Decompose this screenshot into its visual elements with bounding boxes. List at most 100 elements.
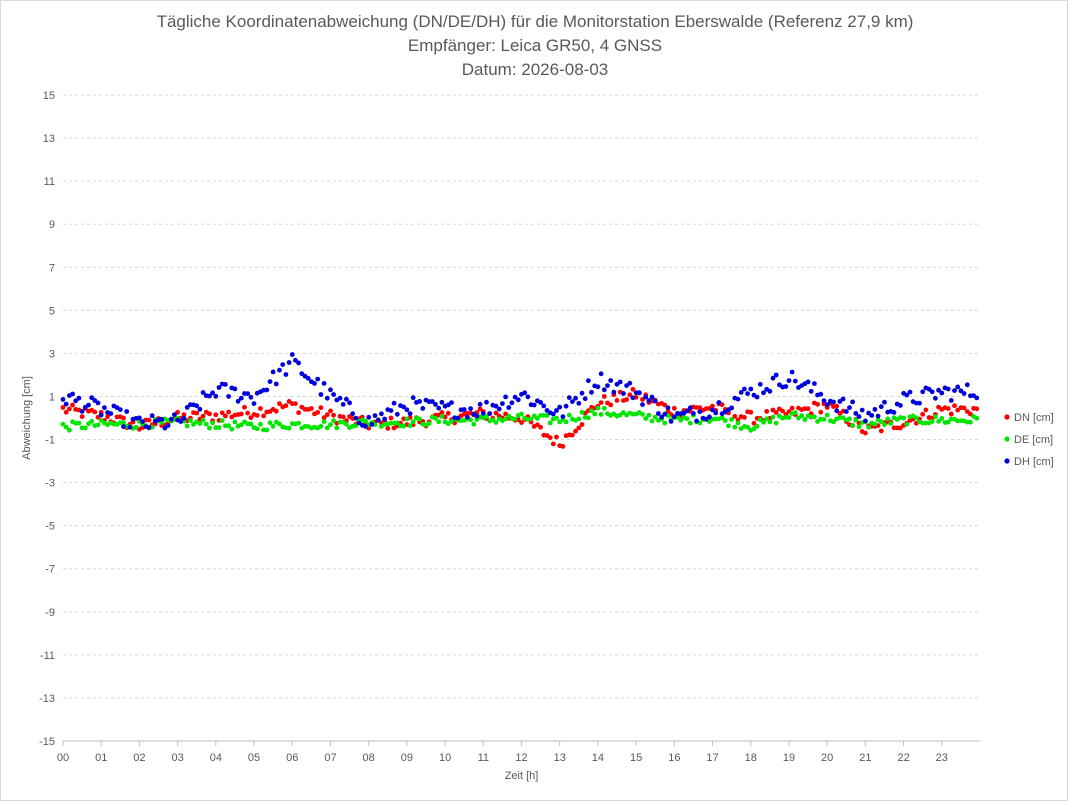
data-point [70,391,75,397]
data-point [267,379,273,384]
data-point [321,419,327,424]
data-point [286,360,292,365]
data-point [207,425,212,431]
data-point [929,389,935,395]
data-point [493,420,499,425]
data-point [643,416,649,421]
data-point [461,407,467,412]
data-point [289,352,295,357]
data-point [223,382,228,387]
legend: DN [cm] DE [cm] DH [cm] [1004,412,1054,468]
data-point [563,419,569,425]
data-point [213,412,219,418]
data-point [340,402,346,407]
data-point [878,404,884,410]
data-point [197,406,203,412]
data-point [350,411,356,417]
data-point [834,403,840,409]
data-point [67,427,72,433]
data-point [286,425,292,431]
data-point [200,417,206,423]
data-point [366,414,372,420]
data-point [913,415,919,421]
data-point [89,418,95,424]
data-point [433,402,438,407]
data-point [678,417,684,423]
data-point [407,411,413,416]
data-point [226,423,232,429]
data-point [627,392,633,398]
data-point [379,411,384,417]
data-point [684,408,690,414]
data-point [277,401,282,406]
data-point [267,420,273,426]
data-point [563,403,569,409]
data-point [713,410,719,416]
data-point [293,401,298,406]
data-point [945,419,951,425]
data-point [200,413,206,419]
data-point [63,401,69,407]
y-tick-label: -15 [39,736,55,748]
y-axis-title: Abweichung [cm] [21,376,33,460]
data-point [445,410,451,416]
data-point [805,406,811,412]
data-point [824,402,830,408]
data-point [694,418,699,424]
legend-item: DN [cm] [1004,412,1054,424]
data-point [872,407,878,412]
data-point [331,392,336,397]
data-point [235,398,241,404]
data-point [856,424,862,430]
data-point [63,409,69,415]
data-point [974,406,980,412]
data-point [595,405,601,411]
x-tick-label: 05 [248,752,260,764]
data-point [773,372,779,378]
series-dh [60,352,980,431]
data-point [560,414,566,419]
data-point [519,411,524,417]
y-tick-label: 1 [49,391,55,403]
legend-marker [1004,414,1010,420]
data-point [821,398,827,404]
x-tick-label: 19 [783,752,795,764]
data-point [86,402,91,408]
data-point [515,397,521,403]
data-point [541,403,547,409]
data-point [277,367,282,373]
data-point [226,394,232,399]
data-point [586,415,591,421]
data-point [181,412,187,417]
data-point [394,411,400,417]
data-point [904,392,910,398]
data-point [223,413,228,419]
data-point [67,406,72,412]
data-point [248,394,254,400]
data-point [649,418,655,424]
x-tick-label: 23 [936,752,948,764]
data-point [770,375,776,381]
data-point [601,405,607,411]
data-point [767,419,773,425]
data-point [98,418,104,423]
data-point [691,411,696,416]
data-point [264,387,270,393]
data-point [923,407,929,413]
data-point [315,410,321,415]
data-point [194,403,200,409]
data-point [528,416,534,422]
data-point [264,427,270,433]
data-point [697,409,703,415]
data-point [907,389,913,395]
data-point [732,424,738,430]
data-point [808,388,814,394]
data-point [391,400,397,406]
data-point [76,395,82,401]
data-point [538,424,543,430]
data-point [98,412,104,418]
data-point [601,387,607,393]
data-point [550,441,556,447]
data-point [484,399,489,405]
data-point [117,407,123,412]
